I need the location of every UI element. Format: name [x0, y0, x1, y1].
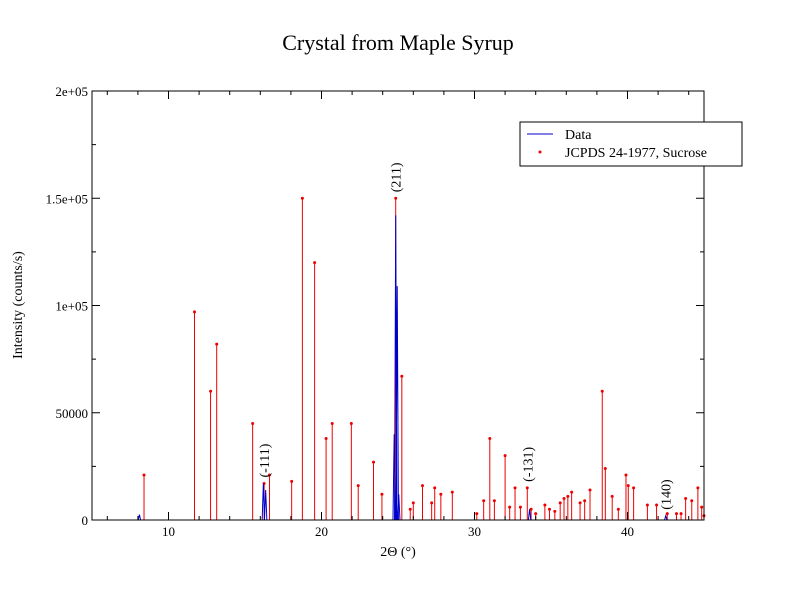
x-tick-label: 40 [621, 524, 634, 539]
y-tick-label: 0 [82, 513, 89, 528]
y-tick-label: 50000 [56, 406, 89, 421]
reference-point [215, 342, 219, 346]
reference-point [492, 499, 496, 503]
reference-point [430, 501, 434, 505]
reference-point [513, 486, 517, 490]
reference-point [290, 479, 294, 483]
reference-point [674, 512, 678, 516]
reference-point [655, 503, 659, 507]
reference-point [547, 507, 551, 511]
reference-point [330, 421, 334, 425]
reference-point [626, 484, 630, 488]
x-axis: 10 20 30 40 [106, 91, 690, 539]
plot-marks [92, 196, 706, 521]
reference-point [684, 497, 688, 501]
reference-point [267, 473, 271, 477]
reference-point [534, 512, 538, 516]
reference-point [508, 505, 512, 509]
reference-point [420, 484, 424, 488]
reference-point [588, 488, 592, 492]
reference-point [408, 507, 412, 511]
reference-point [193, 310, 197, 314]
reference-point [700, 505, 704, 509]
reference-point [696, 486, 700, 490]
reference-point [324, 436, 328, 440]
reference-point [558, 501, 562, 505]
reference-point [603, 467, 607, 471]
x-tick-label: 30 [468, 524, 481, 539]
reference-point [450, 490, 454, 494]
reference-point [518, 505, 522, 509]
reference-point [553, 509, 557, 513]
reference-point [543, 503, 547, 507]
chart-title: Crystal from Maple Syrup [282, 30, 514, 55]
y-tick-label: 1.5e+05 [46, 191, 88, 206]
reference-point [690, 499, 694, 503]
reference-point [475, 512, 479, 516]
reference-point [529, 507, 533, 511]
reference-point [570, 490, 574, 494]
x-tick-label: 10 [162, 524, 175, 539]
peak-annotation: (211) [390, 162, 405, 192]
reference-point [482, 499, 486, 503]
x-tick-label: 20 [315, 524, 328, 539]
legend-data-label: Data [565, 128, 592, 143]
legend-sucrose-swatch [538, 150, 542, 154]
annotations: (-111) (211) (-131) (140) [258, 162, 675, 510]
data-line [92, 215, 704, 521]
y-axis: 0 50000 1e+05 1.5e+05 2e+05 [46, 84, 704, 528]
reference-point [578, 501, 582, 505]
reference-point [488, 436, 492, 440]
reference-point [624, 473, 628, 477]
reference-point [525, 486, 529, 490]
reference-point [411, 501, 415, 505]
reference-point [679, 512, 683, 516]
reference-point [583, 499, 587, 503]
reference-point [562, 497, 566, 501]
reference-point [665, 512, 669, 516]
peak-annotation: (-131) [521, 447, 536, 482]
reference-point [300, 196, 304, 200]
legend-box [519, 121, 743, 167]
reference-point [566, 494, 570, 498]
y-axis-label: Intensity (counts/s) [11, 251, 26, 359]
reference-point [645, 503, 649, 507]
peak-annotation: (140) [660, 479, 675, 510]
reference-point [400, 374, 404, 378]
reference-point [372, 460, 376, 464]
reference-point [433, 486, 437, 490]
reference-point [610, 494, 614, 498]
reference-point [142, 473, 146, 477]
reference-point [503, 454, 507, 458]
reference-point [356, 484, 360, 488]
legend: Data JCPDS 24-1977, Sucrose [519, 121, 743, 167]
y-tick-label: 1e+05 [55, 299, 88, 314]
reference-point [616, 507, 620, 511]
reference-point [439, 492, 443, 496]
reference-point [380, 492, 384, 496]
legend-sucrose-label: JCPDS 24-1977, Sucrose [565, 146, 707, 161]
reference-point [209, 389, 213, 393]
reference-point [313, 261, 317, 265]
y-tick-label: 2e+05 [55, 84, 88, 99]
x-axis-label: 2Θ (°) [380, 545, 416, 560]
reference-point [632, 486, 636, 490]
reference-point [600, 389, 604, 393]
reference-point [349, 421, 353, 425]
reference-point [394, 196, 398, 200]
reference-point [251, 421, 255, 425]
peak-annotation: (-111) [258, 443, 273, 477]
